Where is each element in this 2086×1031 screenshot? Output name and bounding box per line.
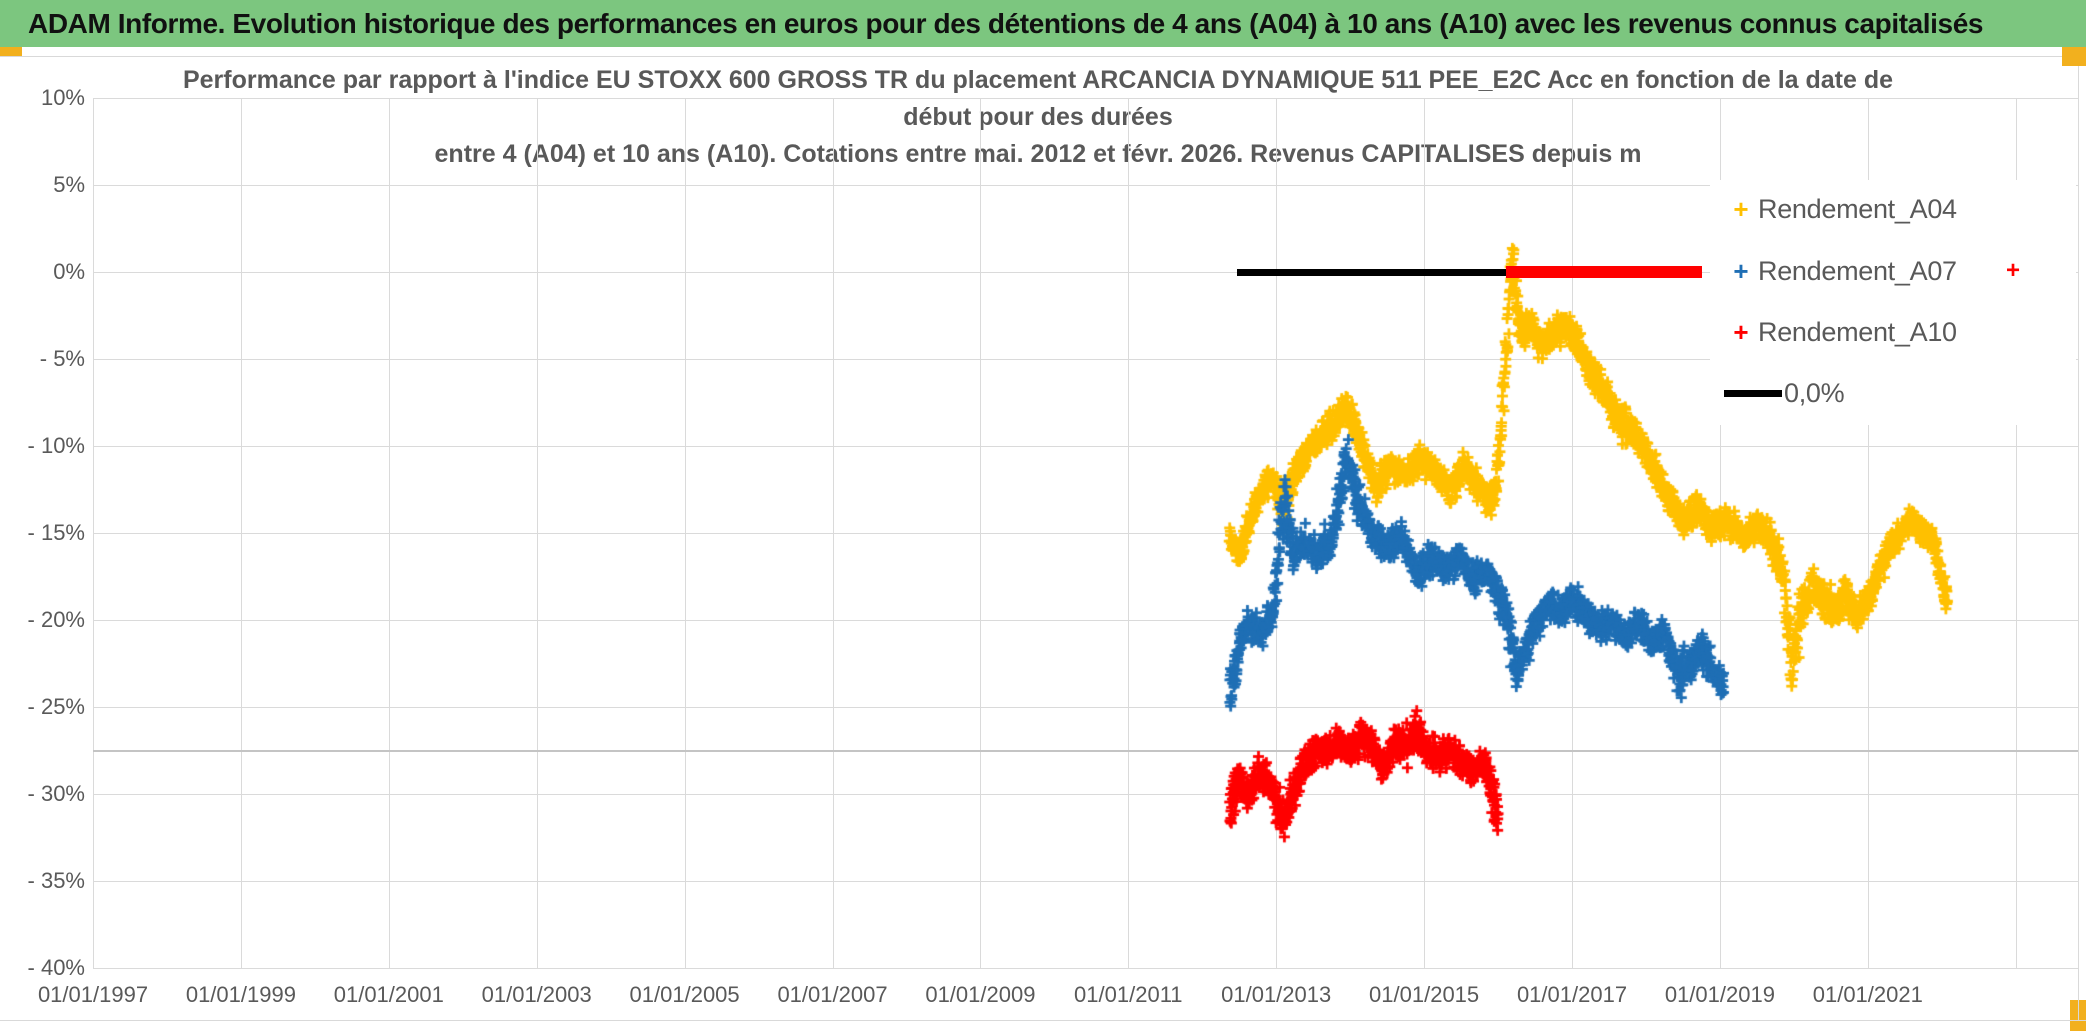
legend-item-rendement-a04: + Rendement_A04 xyxy=(1724,191,1957,227)
legend: + Rendement_A04 + Rendement_A07 + Rendement_A… xyxy=(1710,180,2076,425)
legend-label: 0,0% xyxy=(1784,377,1845,408)
legend-item-0-0-: 0,0% xyxy=(1724,375,1845,411)
legend-plus-icon: + xyxy=(1733,256,1749,286)
stray-red-plus-marker: + xyxy=(2005,257,2021,284)
zero-line-segment-1 xyxy=(1506,266,1703,278)
legend-label: Rendement_A04 xyxy=(1758,193,1957,224)
legend-line-icon xyxy=(1724,389,1782,397)
legend-label: Rendement_A07 xyxy=(1758,255,1957,286)
legend-label: Rendement_A10 xyxy=(1758,316,1957,347)
legend-item-rendement-a07: + Rendement_A07 xyxy=(1724,253,1957,289)
legend-plus-icon: + xyxy=(1733,194,1749,224)
legend-plus-icon: + xyxy=(1733,317,1749,347)
legend-item-rendement-a10: + Rendement_A10 xyxy=(1724,314,1957,350)
zero-line-segment-0 xyxy=(1237,268,1507,276)
